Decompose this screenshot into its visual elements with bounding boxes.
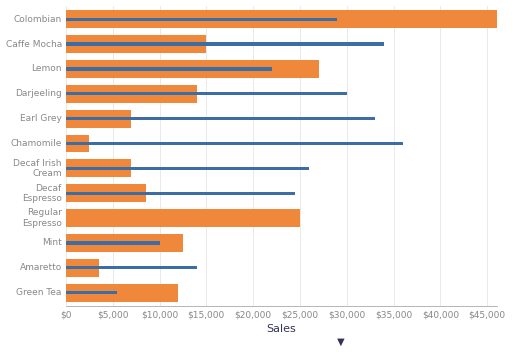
Bar: [66, 209, 300, 227]
Bar: [66, 35, 206, 53]
Bar: [66, 67, 272, 71]
X-axis label: Sales: Sales: [266, 324, 296, 334]
Bar: [66, 167, 309, 170]
Bar: [66, 142, 403, 145]
Bar: [66, 85, 197, 103]
Bar: [66, 42, 384, 46]
Bar: [66, 284, 178, 302]
Bar: [66, 184, 145, 202]
Bar: [66, 110, 132, 127]
Bar: [66, 92, 347, 95]
Bar: [66, 291, 117, 294]
Bar: [66, 10, 497, 28]
Text: ▼: ▼: [334, 337, 345, 347]
Bar: [66, 135, 90, 153]
Bar: [66, 18, 337, 21]
Bar: [66, 117, 375, 120]
Bar: [66, 60, 318, 78]
Bar: [66, 234, 183, 252]
Bar: [66, 159, 132, 177]
Bar: [66, 259, 99, 277]
Bar: [66, 266, 197, 269]
Bar: [66, 241, 160, 244]
Bar: [66, 192, 295, 195]
